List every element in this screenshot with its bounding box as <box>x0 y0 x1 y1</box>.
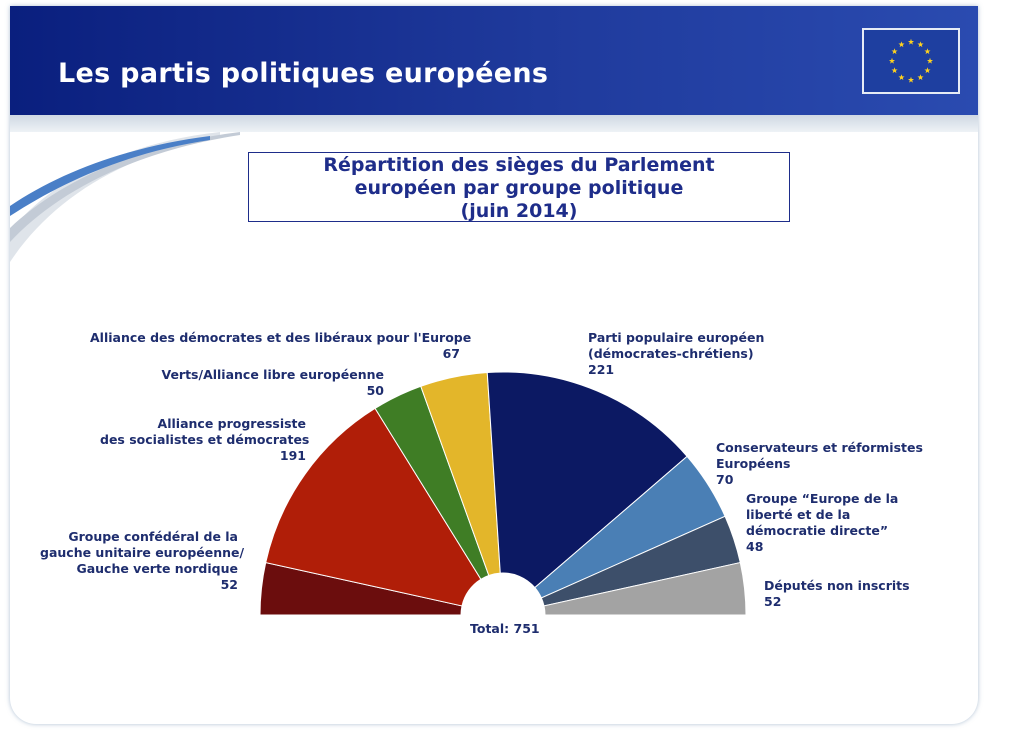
flag-star-icon <box>891 67 898 74</box>
label-text: démocratie directe” <box>746 523 889 538</box>
chart-title-line: Répartition des sièges du Parlement <box>323 154 715 176</box>
flag-star-icon <box>898 74 905 81</box>
decorative-swoosh <box>10 132 240 262</box>
flag-star-icon <box>917 41 924 48</box>
flag-star-icon <box>907 38 915 45</box>
label-value: 52 <box>220 577 238 592</box>
label-sd: Alliance progressiste des socialistes et… <box>100 416 310 464</box>
chart-title-line: européen par groupe politique <box>354 177 684 199</box>
label-value: 52 <box>764 594 782 609</box>
flag-star-icon <box>924 48 931 55</box>
label-text: des socialistes et démocrates <box>100 432 310 447</box>
label-value: 70 <box>716 472 734 487</box>
label-text: Verts/Alliance libre européenne <box>161 367 384 382</box>
label-gue: Groupe confédéral de la gauche unitaire … <box>40 529 245 593</box>
total-label: Total: 751 <box>470 621 540 636</box>
label-text: Groupe confédéral de la <box>68 529 238 544</box>
flag-star-icon <box>907 76 915 83</box>
slice-sd <box>265 407 482 607</box>
label-text: Alliance des démocrates et des libéraux … <box>90 330 472 345</box>
label-efdd: Groupe “Europe de la liberté et de la dé… <box>746 491 898 555</box>
eu-flag-icon <box>862 28 960 94</box>
slice-ni <box>543 561 747 616</box>
label-text: gauche unitaire européenne/ <box>40 545 245 560</box>
label-text: (démocrates-chrétiens) <box>588 346 754 361</box>
header-banner: Les partis politiques européens <box>10 6 978 115</box>
label-ecr: Conservateurs et réformistes Européens 7… <box>716 440 923 488</box>
slide: Les partis politiques européens <box>10 6 978 724</box>
flag-star-icon <box>888 57 896 64</box>
label-text: Conservateurs et réformistes <box>716 440 923 455</box>
label-text: Députés non inscrits <box>764 578 910 593</box>
label-text: Européens <box>716 456 791 471</box>
flag-star-icon <box>891 48 898 55</box>
flag-star-icon <box>924 67 931 74</box>
label-text: Gauche verte nordique <box>76 561 238 576</box>
label-text: liberté et de la <box>746 507 851 522</box>
label-greens: Verts/Alliance libre européenne 50 <box>150 367 384 399</box>
flag-star-icon <box>926 57 934 64</box>
slice-epp <box>486 371 688 589</box>
label-value: 221 <box>588 362 615 377</box>
page-title: Les partis politiques européens <box>58 58 549 89</box>
label-value: 48 <box>746 539 764 554</box>
chart-title-line: (juin 2014) <box>460 200 578 222</box>
label-text: Alliance progressiste <box>157 416 306 431</box>
label-value: 191 <box>279 448 306 463</box>
chart-title: Répartition des sièges du Parlement euro… <box>248 152 790 222</box>
flag-star-icon <box>917 74 924 81</box>
label-value: 50 <box>366 383 384 398</box>
label-text: Groupe “Europe de la <box>746 491 899 506</box>
label-alde: Alliance des démocrates et des libéraux … <box>90 330 472 362</box>
label-epp: Parti populaire européen (démocrates-chr… <box>588 330 764 378</box>
flag-star-icon <box>898 41 905 48</box>
label-ni: Députés non inscrits 52 <box>764 578 910 610</box>
label-text: Parti populaire européen <box>588 330 765 345</box>
header-band <box>10 115 978 132</box>
label-value: 67 <box>442 346 460 361</box>
